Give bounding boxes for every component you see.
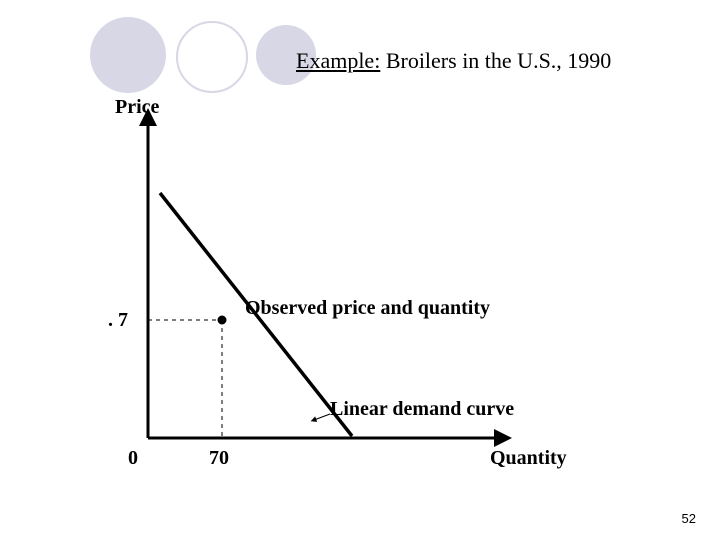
demand-chart <box>0 0 720 540</box>
demand-curve <box>160 193 352 436</box>
page-number: 52 <box>682 511 696 526</box>
curve-label-arrow <box>314 414 330 420</box>
observed-point <box>218 316 227 325</box>
